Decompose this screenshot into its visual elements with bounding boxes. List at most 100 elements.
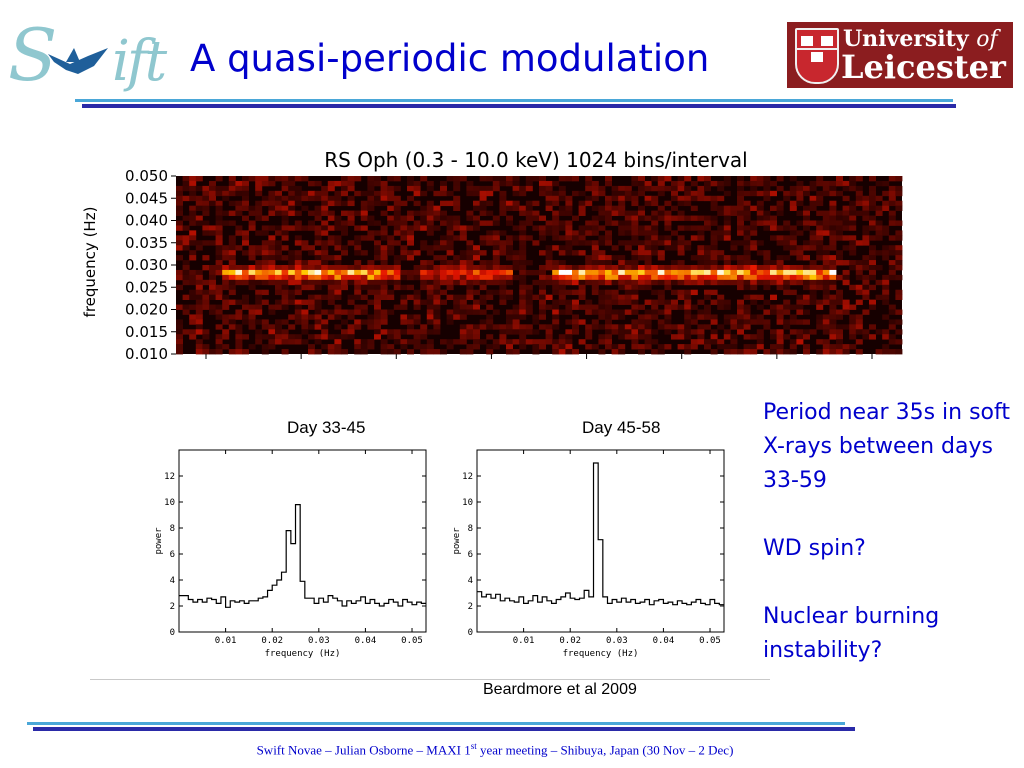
spectrogram-cell — [842, 299, 850, 305]
spectrogram-cell — [499, 294, 507, 301]
spectrogram-cell — [690, 304, 698, 310]
spectrogram-cell — [519, 284, 527, 291]
spectrogram-cell — [374, 284, 381, 291]
spectrogram-cell — [308, 269, 315, 276]
spectrogram-cell — [750, 245, 758, 251]
spectrogram-cell — [638, 240, 645, 246]
spectrogram-cell — [591, 250, 599, 256]
spectrogram-cell — [308, 284, 315, 291]
spectrogram-cell — [532, 176, 540, 182]
spectrogram-cell — [525, 329, 533, 335]
spectrogram-cell — [605, 289, 612, 296]
spectrogram-cell — [314, 349, 322, 355]
power-series-line — [477, 462, 724, 606]
spectrogram-cell — [565, 274, 573, 281]
spectrogram-cell — [618, 190, 626, 197]
spectrogram-cell — [473, 344, 480, 350]
spectrogram-cell — [380, 329, 388, 335]
spectrogram-cell — [598, 250, 606, 256]
spectrogram-cell — [585, 225, 593, 231]
spectrogram-cell — [664, 220, 672, 226]
spectrogram-cell — [275, 299, 282, 305]
plot-frame — [178, 449, 427, 633]
spectrogram-cell — [704, 225, 711, 231]
spectrogram-cell — [882, 314, 890, 320]
spectrogram-cell — [644, 339, 652, 345]
spectrogram-cell — [281, 245, 289, 251]
spectrogram-cell — [354, 294, 362, 301]
spectrogram-cell — [393, 339, 401, 345]
spectrogram-cell — [552, 269, 560, 276]
spectrogram-cell — [677, 260, 685, 266]
spectrogram-cell — [539, 180, 546, 187]
spectrogram-cell — [334, 304, 342, 310]
spectrogram-cell — [638, 324, 645, 330]
spectrogram-cell — [235, 265, 243, 271]
spectrogram-cell — [862, 284, 870, 291]
spectrogram-cell — [308, 250, 315, 256]
spectrogram-cell — [552, 260, 560, 266]
spectrogram-cell — [822, 294, 830, 301]
spectrogram-cell — [473, 225, 480, 231]
spectrogram-cell — [558, 309, 566, 315]
spectrogram-cell — [512, 329, 520, 335]
spectrogram-cell — [479, 185, 487, 192]
spectrogram-cell — [473, 299, 480, 305]
spectrogram-cell — [261, 260, 269, 266]
spectrogram-cell — [605, 210, 612, 216]
spectrogram-cell — [585, 299, 593, 305]
spectrogram-cell — [697, 314, 705, 320]
spectrogram-cell — [638, 180, 645, 187]
spectrogram-cell — [631, 225, 639, 231]
spectrogram-cell — [453, 235, 461, 241]
spectrogram-cell — [473, 329, 480, 335]
spectrogram-cell — [446, 319, 454, 325]
spectrogram-cell — [275, 176, 282, 182]
spectrogram-cell — [176, 324, 183, 330]
spectrogram-cell — [750, 185, 758, 192]
spectrogram-cell — [605, 279, 612, 286]
spectrogram-cell — [380, 344, 388, 350]
spectrogram-cell — [842, 185, 850, 192]
spectrogram-cell — [723, 210, 731, 216]
spectrogram-cell — [479, 274, 487, 281]
spectrogram-cell — [440, 269, 447, 276]
spectrogram-cell — [789, 274, 797, 281]
spectrogram-cell — [585, 324, 593, 330]
spectrogram-cell — [737, 299, 744, 305]
spectrogram-cell — [816, 220, 824, 226]
spectrogram-cell — [446, 339, 454, 345]
spectrogram-cell — [783, 284, 791, 291]
spectrogram-cell — [433, 299, 441, 305]
spectrogram-cell — [585, 176, 593, 182]
spectrogram-cell — [756, 304, 764, 310]
spectrogram-cell — [697, 250, 705, 256]
spectrogram-cell — [354, 309, 362, 315]
spectrogram-cell — [796, 200, 804, 207]
spectrogram-cell — [341, 349, 348, 355]
spectrogram-cell — [189, 304, 197, 310]
spectrogram-cell — [704, 255, 711, 261]
spectrogram-cell — [783, 225, 791, 231]
spectrogram-cell — [176, 284, 183, 291]
spectrogram-cell — [519, 185, 527, 192]
spectrogram-cell — [473, 304, 480, 310]
spectrogram-cell — [836, 294, 843, 301]
spectrogram-cell — [644, 265, 652, 271]
spectrogram-cell — [855, 190, 863, 197]
spectrogram-cell — [261, 215, 269, 221]
spectrogram-cell — [651, 245, 659, 251]
spectrogram-cell — [486, 210, 494, 216]
spectrogram-cell — [275, 289, 282, 296]
spectrogram-cell — [539, 324, 546, 330]
spectrogram-cell — [209, 240, 216, 246]
spectrogram-cell — [499, 324, 507, 330]
spectrogram-cell — [341, 230, 348, 236]
spectrogram-cell — [710, 349, 718, 355]
spectrogram-cell — [855, 265, 863, 271]
spectrogram-cell — [479, 250, 487, 256]
spectrogram-cell — [288, 180, 296, 187]
spectrogram-cell — [591, 260, 599, 266]
spectrogram-cell — [261, 230, 269, 236]
spectrogram-cell — [638, 255, 645, 261]
